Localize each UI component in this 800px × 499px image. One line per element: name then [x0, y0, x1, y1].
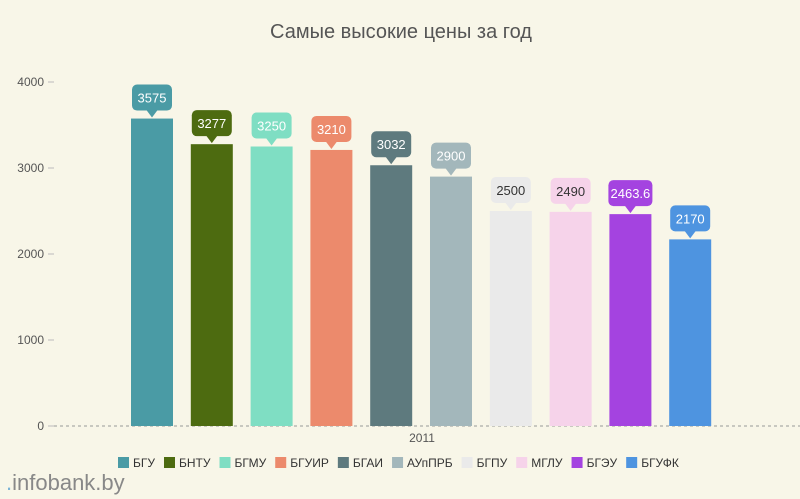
data-label-bubble — [191, 110, 232, 137]
data-label-pointer — [624, 205, 637, 214]
data-label: 3575 — [138, 91, 167, 106]
bars — [131, 118, 712, 427]
legend-swatch — [337, 457, 349, 468]
bar — [430, 176, 472, 426]
logo-text: infobank.by — [12, 470, 125, 495]
data-label-bubble — [550, 177, 591, 204]
data-label: 2463.6 — [611, 186, 651, 201]
data-label-bubble — [670, 205, 711, 232]
data-label: 3277 — [197, 116, 226, 131]
legend-label: БГМУ — [235, 456, 267, 470]
data-labels: 3575 3277 3250 3210 3032 2900 2500 2490 2463.6 21… — [132, 84, 711, 239]
legend-swatch — [461, 457, 473, 468]
bar — [190, 144, 233, 427]
data-label-pointer — [265, 137, 278, 146]
legend-item: БГМУ — [219, 456, 267, 470]
data-label-bubble — [431, 142, 471, 169]
legend-label: БГАИ — [353, 456, 383, 470]
legend-swatch — [626, 457, 638, 468]
legend-swatch — [275, 457, 287, 468]
legend-item: БГУ — [118, 456, 155, 470]
legend-item: БГАИ — [337, 456, 383, 470]
data-label: 2900 — [437, 149, 466, 164]
data-label-bubble — [311, 115, 352, 142]
logo-dot: . — [6, 470, 13, 495]
legend-swatch — [164, 457, 175, 468]
legend-label: БГПУ — [477, 456, 508, 470]
data-label-pointer — [385, 156, 398, 165]
data-label: 3210 — [317, 122, 346, 137]
bar — [489, 211, 532, 426]
legend-label: БГУИР — [290, 456, 329, 470]
legend-swatch — [571, 457, 583, 468]
bar — [131, 118, 173, 427]
data-label-bubble — [251, 112, 292, 139]
legend: БГУ БНТУ БГМУ БГУИР БГАИ АУпПРБ БГПУ МГЛУ БГЭУ БГ… — [118, 456, 679, 470]
legend-label: БГУ — [133, 456, 155, 470]
bar — [250, 146, 293, 426]
legend-item: БГПУ — [461, 456, 508, 470]
bar — [370, 165, 413, 427]
data-label-pointer — [684, 230, 697, 239]
data-label-pointer — [205, 135, 218, 144]
legend-item: БГУФК — [626, 456, 679, 470]
data-label: 2170 — [676, 211, 705, 226]
legend-swatch — [219, 457, 231, 468]
y-tick-label: 0 — [37, 419, 44, 433]
y-tick-label: 1000 — [17, 333, 44, 347]
legend-swatch — [516, 457, 528, 468]
legend-item: БГЭУ — [571, 456, 618, 470]
data-label: 2500 — [496, 183, 525, 198]
bar — [310, 149, 353, 426]
y-tick-label: 2000 — [17, 247, 44, 261]
data-label-bubble — [371, 131, 412, 158]
data-label-pointer — [564, 202, 577, 211]
bar — [609, 214, 652, 426]
data-label: 3250 — [257, 119, 286, 134]
legend-item: БГУИР — [275, 456, 329, 470]
data-label-pointer — [504, 202, 517, 210]
legend-swatch — [118, 457, 129, 468]
data-label: 3032 — [377, 137, 406, 152]
data-label-pointer — [445, 167, 457, 176]
legend-label: БНТУ — [179, 456, 211, 470]
legend-label: АУпПРБ — [407, 456, 453, 470]
legend-label: МГЛУ — [531, 456, 563, 470]
data-label-bubble — [490, 177, 531, 203]
legend-item: МГЛУ — [516, 456, 563, 470]
legend-swatch — [392, 457, 404, 468]
data-label: 2490 — [556, 184, 585, 199]
infobank-logo: .infobank.by — [6, 470, 125, 496]
data-label-pointer — [146, 109, 158, 118]
data-label-pointer — [325, 140, 338, 149]
legend-label: БГЭУ — [587, 456, 618, 470]
y-axis: 0 1000 2000 3000 4000 — [17, 75, 800, 433]
legend-item: АУпПРБ — [392, 456, 453, 470]
legend-label: БГУФК — [641, 456, 679, 470]
data-label-bubble — [608, 180, 653, 207]
bar — [669, 239, 712, 426]
bar — [549, 211, 592, 426]
chart-title: Самые высокие цены за год — [270, 21, 532, 43]
y-tick-label: 4000 — [17, 75, 44, 89]
y-tick-label: 3000 — [17, 161, 44, 175]
data-label-bubble — [132, 84, 172, 111]
legend-item: БНТУ — [164, 456, 211, 470]
x-category-label: 2011 — [409, 431, 435, 445]
